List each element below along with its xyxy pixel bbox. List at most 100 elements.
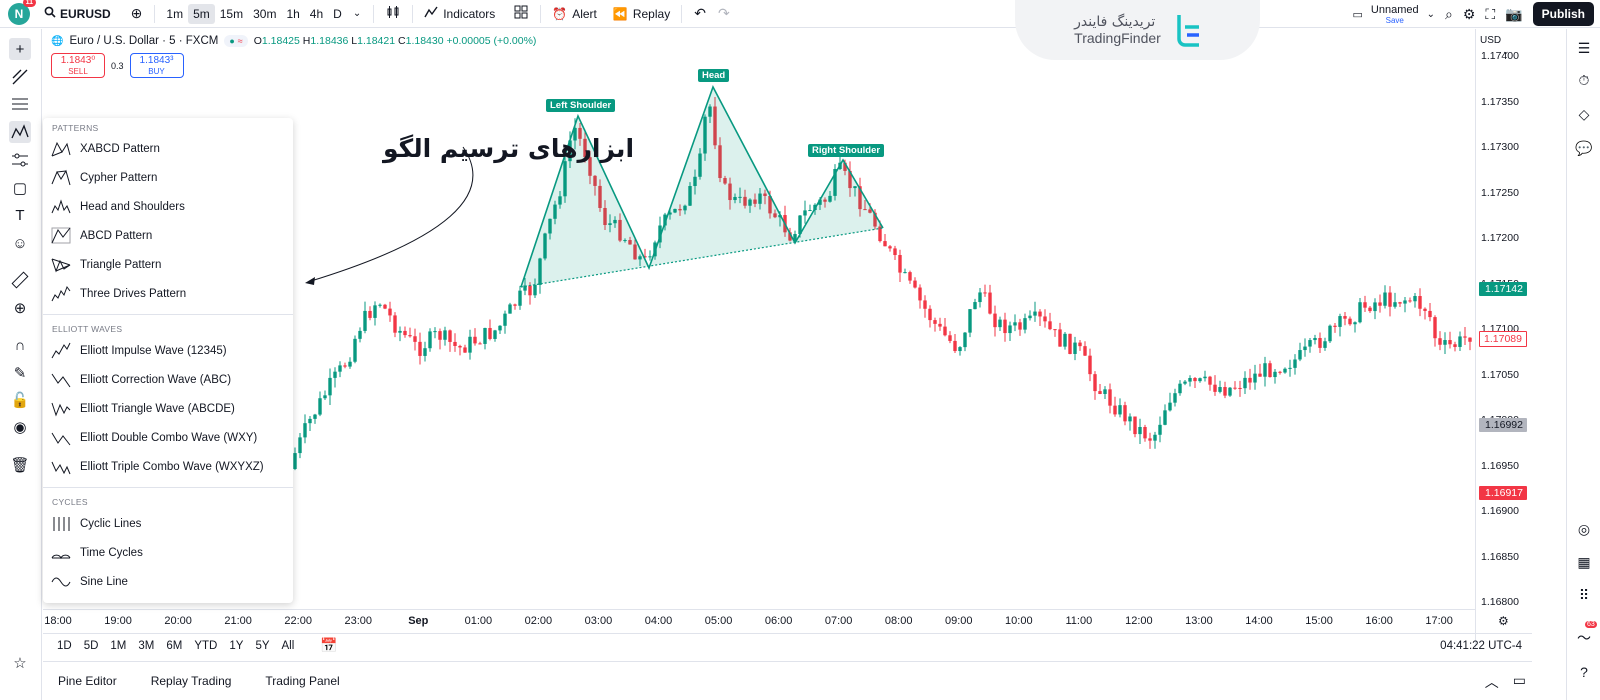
layout-grid-icon[interactable] <box>508 5 534 22</box>
time-axis[interactable]: 18:00 19:00 20:00 21:00 22:00 23:00 Sep 01:00 02… <box>43 609 1509 631</box>
go-to-date-icon[interactable]: 📅 <box>320 637 338 653</box>
currency-selector[interactable]: USD ⌄ <box>1480 35 1532 57</box>
menu-item-elliott-triple-combo[interactable]: Elliott Triple Combo Wave (WXYXZ) <box>49 454 287 480</box>
favorite-star-icon[interactable]: ☆ <box>13 655 27 672</box>
range-ytd[interactable]: YTD <box>194 639 218 652</box>
publish-button[interactable]: Publish <box>1532 2 1594 26</box>
magnet-icon[interactable]: ∩ <box>14 336 26 354</box>
cypher-icon <box>51 169 71 186</box>
price-axis[interactable] <box>1475 29 1532 649</box>
menu-item-time-cycles[interactable]: Time Cycles <box>49 540 287 566</box>
quick-search-icon[interactable]: ⌕ <box>1445 5 1453 22</box>
candle-body <box>1153 434 1157 441</box>
menu-item-abcd[interactable]: ABCD Pattern <box>49 223 287 249</box>
chevron-up-icon[interactable]: ︿ <box>1484 674 1499 690</box>
alert-button[interactable]: ⏰ Alert <box>547 4 602 24</box>
menu-item-three-drives[interactable]: Three Drives Pattern <box>49 281 287 307</box>
layout-save-button[interactable]: ▭ Unnamed Save ⌄ <box>1353 4 1436 25</box>
range-1y[interactable]: 1Y <box>229 639 244 652</box>
interval-30m[interactable]: 30m <box>253 6 277 21</box>
chart-pane[interactable]: Left Shoulder Head Right Shoulder 🌐 Euro… <box>43 29 1532 649</box>
trash-icon[interactable]: 🗑 <box>10 457 30 474</box>
sell-button[interactable]: 1.1843⁰ SELL <box>51 53 105 78</box>
tab-replay-trading[interactable]: Replay Trading <box>150 674 232 688</box>
patterns-icon[interactable] <box>9 121 31 143</box>
chevron-down-icon[interactable]: ⌄ <box>352 8 362 19</box>
chat-icon[interactable]: 💬 <box>1575 139 1593 156</box>
menu-item-triangle[interactable]: Triangle Pattern <box>49 252 287 278</box>
candle-body <box>1258 373 1262 377</box>
range-6m[interactable]: 6M <box>166 639 183 652</box>
interval-15m[interactable]: 15m <box>219 6 244 21</box>
help-icon[interactable]: ? <box>1580 664 1588 680</box>
chevron-down-icon[interactable]: ⌄ <box>1426 8 1435 20</box>
buy-button[interactable]: 1.1843³ BUY <box>129 53 184 78</box>
candle-body <box>1393 302 1397 307</box>
user-avatar[interactable]: N 11 <box>8 0 36 25</box>
menu-item-head-and-shoulders[interactable]: Head and Shoulders <box>49 194 287 220</box>
range-3m[interactable]: 3M <box>138 639 155 652</box>
layers-icon[interactable]: ◇ <box>1578 105 1590 122</box>
interval-1h[interactable]: 1h <box>286 6 300 21</box>
fib-retracement-icon[interactable] <box>9 93 31 115</box>
lock-icon[interactable]: 🔓 <box>10 392 30 409</box>
buy-label: BUY <box>148 67 165 76</box>
replay-button[interactable]: ⏪ Replay <box>608 4 675 24</box>
watchlist-icon[interactable]: ☰ <box>1577 39 1591 56</box>
candle-body <box>678 208 682 211</box>
range-1d[interactable]: 1D <box>57 639 72 652</box>
menu-item-xabcd[interactable]: XABCD Pattern <box>49 136 287 162</box>
zoom-in-icon[interactable]: ⊕ <box>13 300 27 317</box>
candle-body <box>1278 371 1282 373</box>
menu-item-elliott-triangle[interactable]: Elliott Triangle Wave (ABCDE) <box>49 396 287 422</box>
crosshair-icon[interactable]: + <box>9 38 31 60</box>
menu-item-elliott-correction[interactable]: Elliott Correction Wave (ABC) <box>49 367 287 393</box>
interval-1m[interactable]: 1m <box>166 6 184 21</box>
maximize-panel-icon[interactable]: ▭ <box>1512 672 1526 688</box>
undo-icon[interactable]: ↶ <box>694 5 706 21</box>
menu-item-cyclic-lines[interactable]: Cyclic Lines <box>49 511 287 537</box>
interval-d[interactable]: D <box>333 6 342 21</box>
signal-icon[interactable]: 〜 63 <box>1573 621 1597 649</box>
indicators-button[interactable]: Indicators <box>419 3 500 24</box>
trade-buttons: 1.1843⁰ SELL 0.3 1.1843³ BUY <box>51 53 184 78</box>
menu-item-elliott-impulse[interactable]: Elliott Impulse Wave (12345) <box>49 338 287 364</box>
interval-5m[interactable]: 5m <box>188 3 215 24</box>
menu-item-cypher[interactable]: Cypher Pattern <box>49 165 287 191</box>
interval-4h[interactable]: 4h <box>309 6 324 21</box>
emoji-icon[interactable]: ☺ <box>12 234 28 252</box>
axis-settings-icon[interactable]: ⚙ <box>1498 614 1509 628</box>
candles-icon[interactable] <box>380 5 406 22</box>
candle-body <box>893 248 897 256</box>
compare-plus-icon[interactable]: ⊕ <box>130 5 143 21</box>
menu-item-sine-line[interactable]: Sine Line <box>49 569 287 595</box>
symbol-search[interactable]: EURUSD <box>44 6 111 21</box>
settings-gear-icon[interactable]: ⚙ <box>1462 5 1476 22</box>
eye-icon[interactable]: ◉ <box>13 419 27 436</box>
ruler-icon[interactable] <box>9 269 31 291</box>
redo-icon[interactable]: ↷ <box>717 5 730 21</box>
candle-body <box>1323 341 1327 348</box>
menu-item-elliott-double-combo[interactable]: Elliott Double Combo Wave (WXY) <box>49 425 287 451</box>
camera-icon[interactable]: 📷 <box>1505 5 1523 22</box>
trend-line-icon[interactable] <box>9 66 31 88</box>
range-1m[interactable]: 1M <box>110 639 127 652</box>
market-status-pill[interactable]: ● ≈ <box>224 35 248 47</box>
text-tool-icon[interactable]: T <box>15 206 25 224</box>
legend-title[interactable]: Euro / U.S. Dollar · 5 · FXCM <box>69 35 219 47</box>
time-axis-label: 04:00 <box>644 615 673 627</box>
target-icon[interactable]: ◎ <box>1577 520 1591 537</box>
forecast-tools-icon[interactable] <box>9 149 31 171</box>
timezone-clock[interactable]: 04:41:22 UTC-4 <box>1440 639 1522 652</box>
rectangle-shape-icon[interactable]: ▢ <box>12 180 28 197</box>
tab-trading-panel[interactable]: Trading Panel <box>265 674 340 688</box>
range-all[interactable]: All <box>281 639 295 652</box>
alerts-clock-icon[interactable]: ⏱ <box>1578 71 1590 88</box>
stay-drawing-icon[interactable]: ✎ <box>13 365 27 382</box>
calendar-icon[interactable]: ▦ <box>1577 553 1591 570</box>
range-5y[interactable]: 5Y <box>255 639 270 652</box>
range-5d[interactable]: 5D <box>83 639 99 652</box>
tab-pine-editor[interactable]: Pine Editor <box>58 674 117 688</box>
apps-grid-icon[interactable]: ⠿ <box>1578 586 1590 603</box>
fullscreen-icon[interactable]: ⛶ <box>1485 5 1496 22</box>
